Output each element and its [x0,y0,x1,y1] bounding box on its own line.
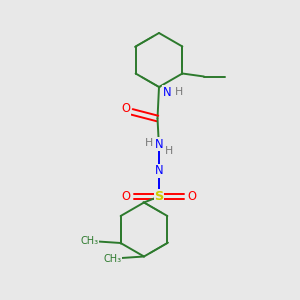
Text: H: H [145,138,154,148]
Text: N: N [163,86,172,99]
Text: CH₃: CH₃ [80,236,98,246]
Text: O: O [122,190,130,203]
Text: H: H [164,146,173,156]
Text: H: H [174,87,183,98]
Text: CH₃: CH₃ [103,254,122,264]
Text: S: S [154,190,164,203]
Text: O: O [121,102,130,116]
Text: N: N [155,164,164,178]
Text: N: N [155,137,164,151]
Text: O: O [188,190,196,203]
